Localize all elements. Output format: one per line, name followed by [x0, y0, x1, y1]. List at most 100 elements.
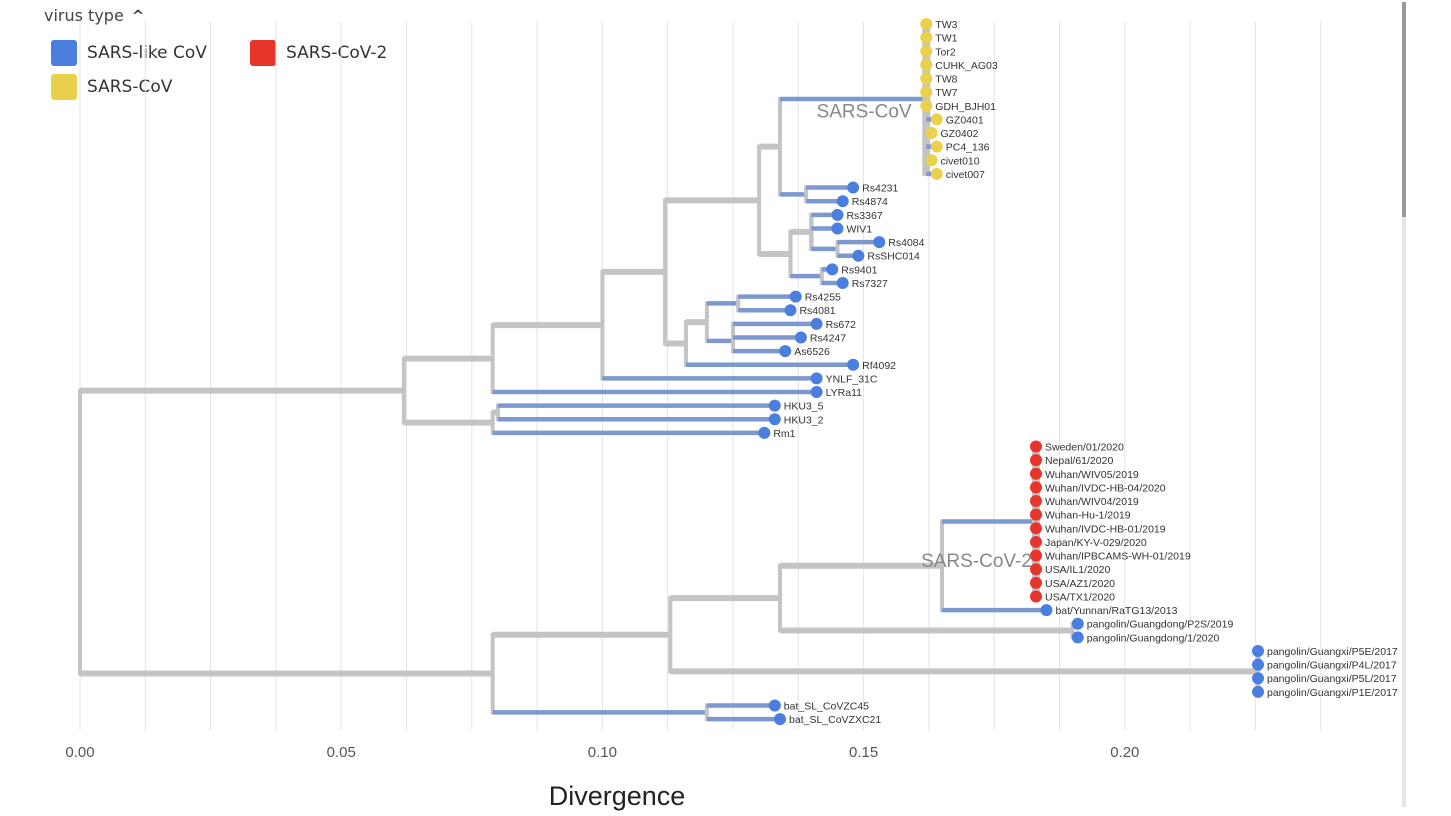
tip-pangolin-guangxi-p1e-2017: [1252, 685, 1265, 698]
tree-branches: [78, 22, 1261, 722]
scrollbar-thumb[interactable]: [1402, 2, 1406, 217]
tip-label-ynlf-31c: YNLF_31C: [826, 373, 878, 385]
tip-label-civet007: civet007: [946, 169, 985, 181]
tip-wuhan-ivdc-hb-04-2020: [1029, 481, 1042, 494]
x-tick-label: 0.15: [849, 744, 878, 761]
tip-label-rm1: Rm1: [773, 428, 795, 440]
tip-label-japan-ky-v-029-2020: Japan/KY-V-029/2020: [1045, 537, 1147, 549]
tip-label-rs4084: Rs4084: [888, 237, 924, 249]
tip-rs4084: [873, 236, 886, 249]
tip-label-wuhan-wiv04-2019: Wuhan/WIV04/2019: [1045, 496, 1139, 508]
tip-label-gdh-bjh01: GDH_BJH01: [935, 101, 996, 113]
tip-label-hku3-2: HKU3_2: [784, 414, 824, 426]
tip-label-rs4255: Rs4255: [805, 292, 841, 304]
tip-nodes: [758, 18, 1265, 726]
tip-label-nepal-61-2020: Nepal/61/2020: [1045, 455, 1113, 467]
chevron-up-icon[interactable]: ^: [131, 7, 145, 25]
legend-item-sars-cov-2[interactable]: SARS-CoV-2: [250, 40, 387, 66]
tip-wuhan-hu-1-2019: [1029, 508, 1042, 521]
legend-title-text: virus type: [44, 6, 124, 25]
x-axis-label: Divergence: [549, 781, 686, 811]
tip-pangolin-guangxi-p5e-2017: [1252, 644, 1265, 657]
tip-label-wuhan-ipbcams-wh-01-2019: Wuhan/IPBCAMS-WH-01/2019: [1045, 551, 1191, 563]
tip-label-pangolin-guangxi-p4l-2017: pangolin/Guangxi/P4L/2017: [1267, 660, 1397, 672]
clade-label-sars-cov: SARS-CoV: [817, 101, 912, 122]
tip-usa-tx1-2020: [1029, 590, 1042, 603]
tip-tw7: [920, 86, 933, 99]
scrollbar-track[interactable]: [1402, 2, 1406, 807]
tip-usa-il1-2020: [1029, 563, 1042, 576]
tip-rs4255: [789, 290, 802, 303]
tip-label-rsshc014: RsSHC014: [867, 251, 920, 263]
tip-tw1: [920, 31, 933, 44]
tip-label-wiv1: WIV1: [846, 223, 872, 235]
tip-label-usa-az1-2020: USA/AZ1/2020: [1045, 578, 1115, 590]
tip-wuhan-wiv05-2019: [1029, 467, 1042, 480]
tip-label-tw8: TW8: [935, 74, 957, 86]
tip-label-wuhan-hu-1-2019: Wuhan-Hu-1/2019: [1045, 510, 1131, 522]
tip-lyra11: [810, 386, 823, 399]
x-tick-label: 0.05: [327, 744, 356, 761]
tip-as6526: [779, 345, 792, 358]
tip-label-tor2: Tor2: [935, 46, 956, 58]
tip-label-rs4231: Rs4231: [862, 183, 898, 195]
tip-bat-sl-covzc45: [768, 699, 781, 712]
tip-civet007: [930, 167, 943, 180]
legend-swatch-sars-cov: [51, 74, 77, 100]
legend-swatch-sars-like-cov: [51, 40, 77, 66]
tip-label-wuhan-wiv05-2019: Wuhan/WIV05/2019: [1045, 469, 1139, 481]
tip-bat-yunnan-ratg13-2013: [1040, 604, 1053, 617]
tip-label-gz0402: GZ0402: [941, 128, 979, 140]
tip-label-gz0401: GZ0401: [946, 114, 984, 126]
tip-label-tw3: TW3: [935, 19, 957, 31]
tip-label-bat-yunnan-ratg13-2013: bat/Yunnan/RaTG13/2013: [1055, 605, 1177, 617]
legend-swatch-sars-cov-2: [250, 40, 276, 66]
tip-hku3-5: [768, 399, 781, 412]
tip-rs3367: [831, 208, 844, 221]
tip-label-rs4874: Rs4874: [852, 196, 888, 208]
tip-rs4081: [784, 304, 797, 317]
tip-label-rs9401: Rs9401: [841, 264, 877, 276]
tip-label-cuhk-ag03: CUHK_AG03: [935, 60, 998, 72]
tip-rs7327: [836, 276, 849, 289]
legend-label-sars-like-cov: SARS-like CoV: [87, 43, 207, 63]
tip-pangolin-guangxi-p4l-2017: [1252, 658, 1265, 671]
tip-label-rs3367: Rs3367: [846, 210, 882, 222]
tip-label-pangolin-guangxi-p1e-2017: pangolin/Guangxi/P1E/2017: [1267, 687, 1398, 699]
tip-label-tw7: TW7: [935, 87, 957, 99]
tip-label-pangolin-guangdong-p2s-2019: pangolin/Guangdong/P2S/2019: [1087, 619, 1234, 631]
tip-wuhan-ipbcams-wh-01-2019: [1029, 549, 1042, 562]
tip-sweden-01-2020: [1029, 440, 1042, 453]
tip-ynlf-31c: [810, 372, 823, 385]
x-tick-label: 0.20: [1110, 744, 1139, 761]
tip-label-rs4247: Rs4247: [810, 332, 846, 344]
legend-title[interactable]: virus type ^: [44, 6, 144, 25]
tip-usa-az1-2020: [1029, 576, 1042, 589]
tip-nepal-61-2020: [1029, 454, 1042, 467]
tip-rm1: [758, 426, 771, 439]
tip-label-wuhan-ivdc-hb-01-2019: Wuhan/IVDC-HB-01/2019: [1045, 523, 1166, 535]
x-tick-label: 0.00: [65, 744, 94, 761]
tip-japan-ky-v-029-2020: [1029, 535, 1042, 548]
legend-item-sars-cov[interactable]: SARS-CoV: [51, 74, 172, 100]
tip-gz0402: [925, 127, 938, 140]
tip-rsshc014: [852, 249, 865, 262]
tip-cuhk-ag03: [920, 58, 933, 71]
legend-label-sars-cov-2: SARS-CoV-2: [286, 43, 388, 63]
tip-gdh-bjh01: [920, 99, 933, 112]
tip-civet010: [925, 154, 938, 167]
tip-label-civet010: civet010: [941, 155, 980, 167]
legend-label-sars-cov: SARS-CoV: [87, 77, 173, 97]
tip-label-rs4081: Rs4081: [799, 305, 835, 317]
tip-rs4874: [836, 195, 849, 208]
tip-label-sweden-01-2020: Sweden/01/2020: [1045, 442, 1124, 454]
tip-pc4-136: [930, 140, 943, 153]
tip-label-lyra11: LYRa11: [826, 387, 863, 399]
clade-label-sars-cov-2: SARS-CoV-2: [921, 551, 1032, 572]
tip-label-bat-sl-covzxc21: bat_SL_CoVZXC21: [789, 714, 881, 726]
legend-item-sars-like-cov[interactable]: SARS-like CoV: [51, 40, 207, 66]
tip-label-rf4092: Rf4092: [862, 360, 896, 372]
tip-rf4092: [847, 358, 860, 371]
